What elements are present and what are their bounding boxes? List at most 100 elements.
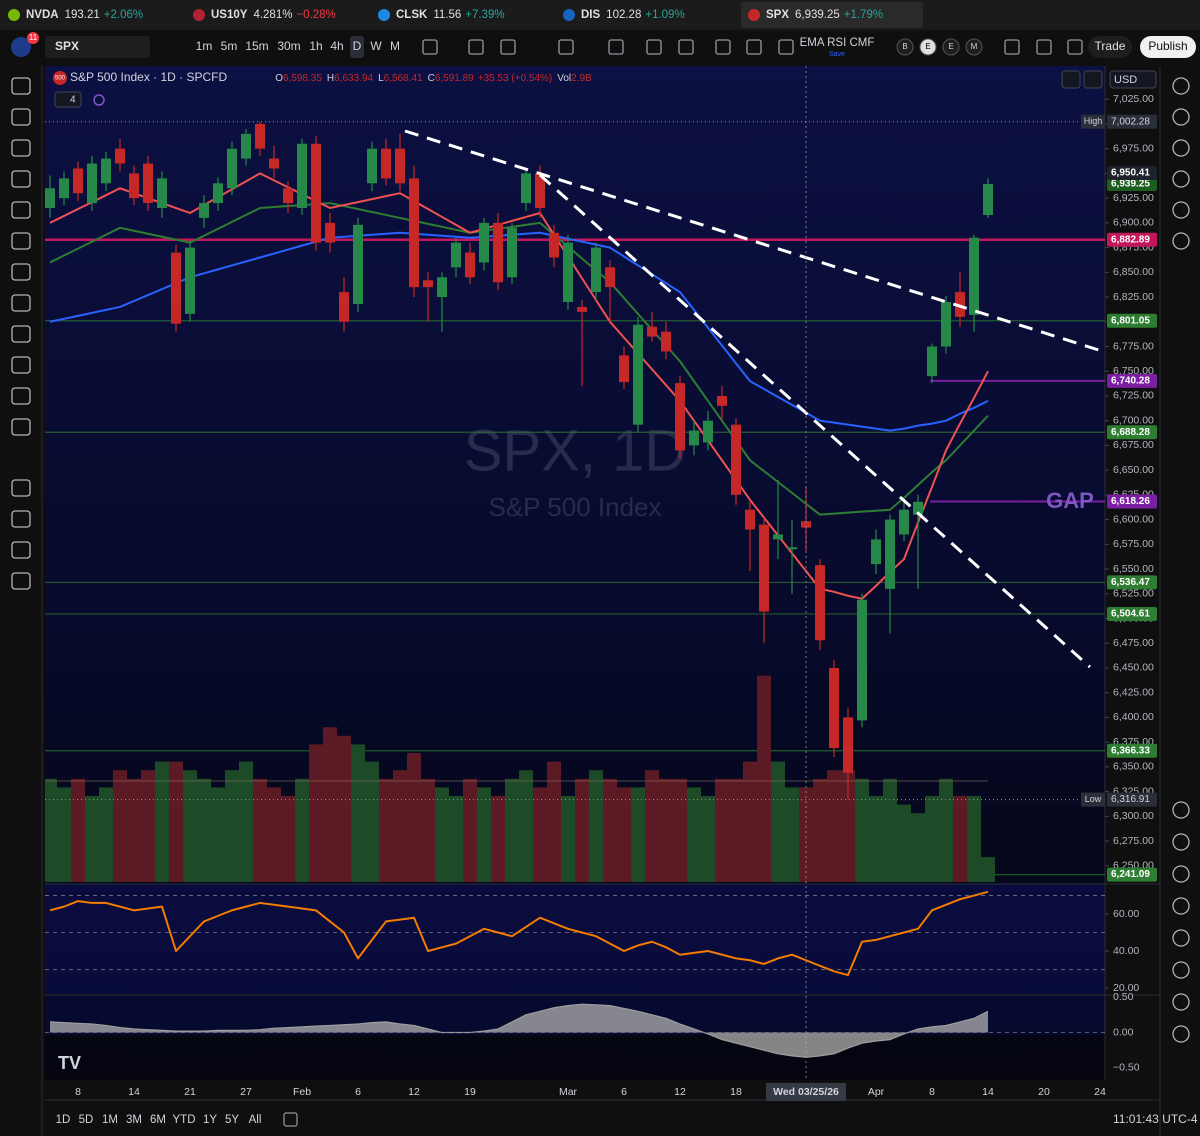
indicator-count[interactable]: 4 [70,95,76,106]
indicator-toggle[interactable] [54,91,82,108]
interval[interactable]: 15m [245,39,268,53]
symbol[interactable]: SPX [55,39,79,53]
tab[interactable] [1,2,183,28]
tool-icon[interactable] [11,479,31,497]
toolbar-icon[interactable] [1036,39,1052,55]
indicators[interactable]: EMA RSI CMF [800,37,875,49]
sidebar-icon[interactable] [1172,961,1190,979]
tool-icon[interactable] [11,201,31,219]
tool-icon[interactable] [11,418,31,436]
sidebar-icon[interactable] [1172,833,1190,851]
range-button[interactable]: All [249,1114,262,1126]
publish-button[interactable] [1140,36,1196,58]
session-button[interactable] [896,38,914,56]
tool-icon[interactable] [11,572,31,590]
toolbar-icon[interactable] [715,39,731,55]
toolbar-icon[interactable] [468,39,484,55]
interval[interactable]: 5m [221,39,238,53]
range-button[interactable]: 1D [56,1114,71,1126]
scroll-button[interactable] [1061,70,1081,89]
toolbar-icon[interactable] [1004,39,1020,55]
volume-bar [673,778,687,882]
toolbar-icon[interactable] [422,39,438,55]
avatar[interactable] [11,37,31,57]
symbol-search[interactable] [45,36,150,58]
tool-icon[interactable] [11,139,31,157]
range-button[interactable]: 5D [79,1114,94,1126]
sidebar-icon[interactable] [1172,801,1190,819]
tab[interactable] [371,2,553,28]
extreme-label: 6,316.91 [1111,794,1150,805]
publish[interactable]: Publish [1148,39,1187,53]
range-button[interactable]: 5Y [225,1114,239,1126]
tool-icon[interactable] [11,510,31,528]
session-button[interactable] [919,38,937,56]
date-range-icon[interactable] [283,1112,298,1127]
toolbar-icon[interactable] [778,39,794,55]
tab-label[interactable]: NVDA 193.21 +2.06% [26,9,143,21]
interval[interactable]: 4h [330,39,343,53]
interval[interactable]: 1m [196,39,213,53]
tool-icon[interactable] [11,232,31,250]
tab-label[interactable]: SPX 6,939.25 +1.79% [766,9,883,21]
sidebar-icon[interactable] [1172,170,1190,188]
session-button[interactable] [965,38,983,56]
range-button[interactable]: 1Y [203,1114,217,1126]
toolbar-icon[interactable] [746,39,762,55]
session[interactable]: M [971,42,978,51]
candle-body [759,524,769,612]
range-button[interactable]: YTD [173,1114,196,1126]
tab-label[interactable]: DIS 102.28 +1.09% [581,9,685,21]
refresh-icon[interactable] [93,94,105,106]
sidebar-icon[interactable] [1172,865,1190,883]
toolbar-icon[interactable] [646,39,662,55]
toolbar-icon[interactable] [500,39,516,55]
session-button[interactable] [942,38,960,56]
sidebar-icon[interactable] [1172,929,1190,947]
sidebar-icon[interactable] [1172,77,1190,95]
sidebar-icon[interactable] [1172,993,1190,1011]
trade[interactable]: Trade [1095,39,1126,53]
tool-icon[interactable] [11,263,31,281]
save[interactable]: Save [829,51,845,58]
interval[interactable]: W [370,39,382,53]
range-button[interactable]: 1M [102,1114,118,1126]
auto-button[interactable] [1083,70,1103,89]
range-button[interactable]: 6M [150,1114,166,1126]
currency[interactable]: USD [1114,74,1137,86]
session[interactable]: E [948,42,953,51]
tool-icon[interactable] [11,356,31,374]
tab[interactable] [741,2,923,28]
interval[interactable]: 30m [277,39,300,53]
session[interactable]: E [925,42,930,51]
toolbar-icon[interactable] [608,39,624,55]
sidebar-icon[interactable] [1172,108,1190,126]
interval[interactable]: M [390,39,400,53]
tab-label[interactable]: US10Y 4.281% −0.28% [211,9,336,21]
session[interactable]: B [902,42,907,51]
toolbar-icon[interactable] [1067,39,1083,55]
tool-icon[interactable] [11,294,31,312]
trade-button[interactable] [1088,36,1132,58]
tab[interactable] [186,2,368,28]
tab-label[interactable]: CLSK 11.56 +7.39% [396,9,505,21]
tool-icon[interactable] [11,541,31,559]
tool-icon[interactable] [11,77,31,95]
x-tick-label: 12 [408,1086,420,1098]
sidebar-icon[interactable] [1172,1025,1190,1043]
tool-icon[interactable] [11,325,31,343]
tab[interactable] [556,2,738,28]
sidebar-icon[interactable] [1172,139,1190,157]
currency-box[interactable] [1109,70,1157,89]
tool-icon[interactable] [11,170,31,188]
sidebar-icon[interactable] [1172,897,1190,915]
sidebar-icon[interactable] [1172,232,1190,250]
tool-icon[interactable] [11,387,31,405]
sidebar-icon[interactable] [1172,201,1190,219]
range-button[interactable]: 3M [126,1114,142,1126]
tool-icon[interactable] [11,108,31,126]
interval[interactable]: D [353,39,362,53]
toolbar-icon[interactable] [558,39,574,55]
toolbar-icon[interactable] [678,39,694,55]
interval[interactable]: 1h [309,39,322,53]
